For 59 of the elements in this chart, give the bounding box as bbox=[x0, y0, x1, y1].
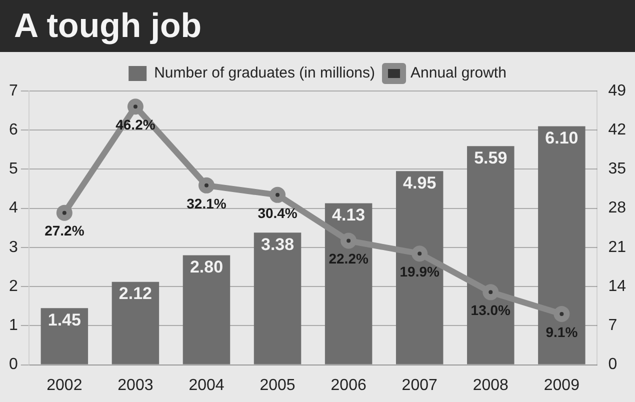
x-tick-label: 2003 bbox=[118, 376, 154, 394]
y2-tick-label: 21 bbox=[608, 238, 626, 256]
data-label: 27.2% bbox=[44, 222, 85, 239]
point bbox=[127, 98, 144, 115]
y-tick-label: 7 bbox=[8, 82, 18, 100]
legend-label: Number of graduates (in millions) bbox=[154, 64, 376, 82]
point bbox=[340, 232, 357, 249]
chart-title: A tough job bbox=[0, 0, 635, 52]
y2-tick-label: 28 bbox=[608, 200, 626, 217]
x-tick-label: 2005 bbox=[260, 376, 296, 394]
data-label: 4.95 bbox=[403, 173, 436, 192]
point bbox=[482, 284, 499, 300]
x-tick-label: 2004 bbox=[188, 376, 224, 394]
data-label: 13.0% bbox=[470, 302, 512, 318]
data-label: 1.45 bbox=[48, 310, 81, 330]
y2-tick-label: 14 bbox=[608, 278, 626, 295]
y-tick-label: 1 bbox=[8, 317, 18, 334]
x-tick-label: 2002 bbox=[46, 376, 82, 394]
y2-tick-label: 7 bbox=[608, 317, 618, 334]
point bbox=[56, 204, 72, 221]
data-label: 19.9% bbox=[400, 263, 440, 280]
y2-tick-label: 49 bbox=[608, 82, 626, 100]
bar bbox=[467, 146, 514, 364]
y-tick-label: 5 bbox=[8, 160, 18, 178]
point bbox=[270, 186, 286, 203]
y-tick-label: 2 bbox=[8, 278, 18, 295]
bar bbox=[396, 171, 444, 364]
x-tick-label: 2007 bbox=[402, 376, 438, 394]
data-label: 2.80 bbox=[190, 257, 224, 276]
bar bbox=[254, 232, 302, 364]
data-label: 9.1% bbox=[546, 324, 578, 340]
data-label: 32.1% bbox=[186, 195, 227, 212]
data-label: 2.12 bbox=[118, 284, 152, 304]
point bbox=[198, 177, 214, 194]
data-label: 22.2% bbox=[328, 250, 369, 267]
bar bbox=[112, 282, 160, 364]
point bbox=[412, 246, 428, 262]
y-tick-label: 6 bbox=[8, 122, 18, 139]
point bbox=[554, 306, 570, 322]
y-tick-label: 0 bbox=[8, 356, 18, 374]
data-label: 6.10 bbox=[545, 128, 578, 148]
data-label: 46.2% bbox=[116, 116, 156, 133]
data-label: 3.38 bbox=[260, 234, 294, 254]
bar bbox=[324, 203, 372, 364]
bar bbox=[538, 126, 586, 364]
bar bbox=[40, 308, 88, 364]
legend-label: Annual growth bbox=[410, 64, 506, 82]
data-label: 30.4% bbox=[258, 204, 298, 221]
y-tick-label: 4 bbox=[8, 200, 18, 217]
y-tick-label: 3 bbox=[8, 238, 18, 256]
y2-tick-label: 42 bbox=[608, 122, 626, 139]
y2-tick-label: 35 bbox=[608, 160, 626, 178]
x-tick-label: 2006 bbox=[330, 376, 366, 394]
data-label: 5.59 bbox=[474, 148, 508, 168]
x-tick-label: 2008 bbox=[472, 376, 509, 394]
x-tick-label: 2009 bbox=[544, 376, 580, 394]
bar bbox=[182, 255, 230, 364]
data-label: 4.13 bbox=[332, 205, 366, 224]
y2-tick-label: 0 bbox=[608, 356, 618, 374]
